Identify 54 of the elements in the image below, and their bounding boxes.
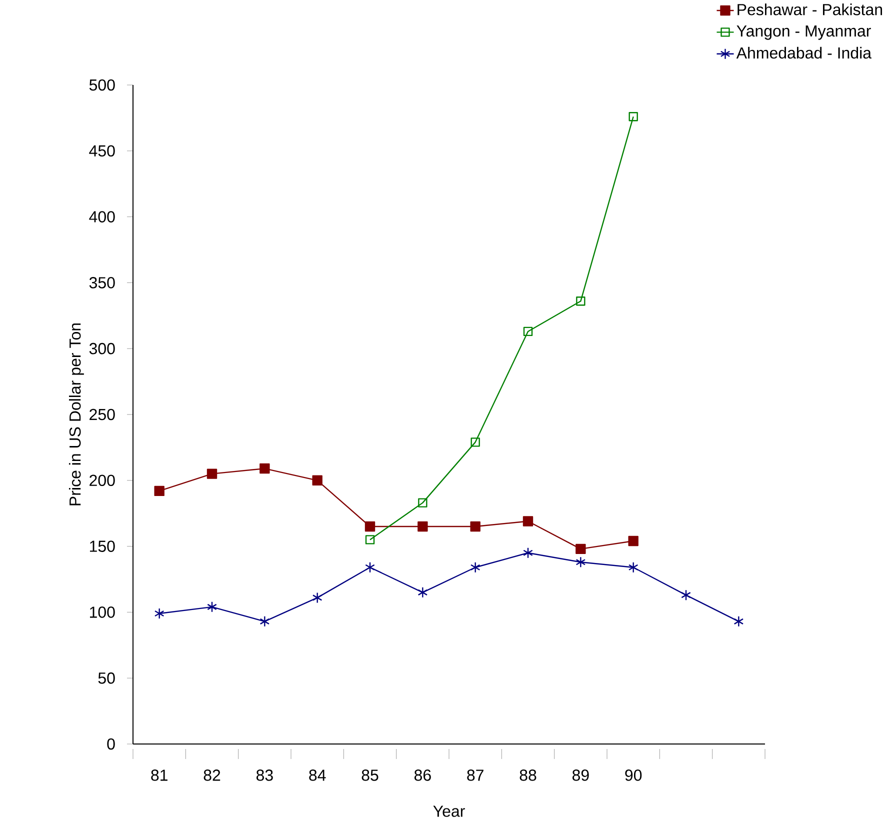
point	[312, 475, 322, 486]
point	[628, 112, 638, 122]
x-tick-label: 89	[572, 770, 589, 781]
legend-label: Ahmedabad - India	[736, 46, 872, 59]
x-tick-label: 90	[625, 770, 642, 781]
point	[576, 296, 586, 306]
y-tick-label: 100	[90, 606, 115, 618]
point	[365, 562, 375, 573]
point	[470, 562, 480, 573]
point	[260, 463, 270, 474]
point	[470, 521, 480, 532]
y-tick-label: 450	[89, 145, 115, 157]
x-axis-title: Year	[433, 806, 465, 817]
point	[523, 326, 533, 336]
point	[576, 556, 586, 568]
x-tick-label: 83	[256, 770, 273, 781]
y-tick-label: 50	[98, 672, 115, 684]
y-tick-label: 150	[90, 540, 115, 552]
x-tick-label: 88	[520, 770, 536, 781]
point	[206, 468, 218, 479]
point	[470, 438, 480, 447]
y-tick-label: 300	[89, 342, 115, 354]
y-tick-label: 350	[89, 277, 115, 288]
y-tick-label: 500	[89, 79, 115, 91]
legend-label: Yangon - Myanmar	[736, 25, 871, 40]
y-tick-label: 0	[107, 738, 115, 750]
legend-label: Peshawar - Pakistan	[738, 4, 882, 16]
y-tick-label: 400	[89, 211, 115, 222]
y-tick-label: 200	[90, 474, 115, 486]
point	[418, 586, 428, 598]
x-tick-label: 87	[467, 770, 484, 781]
point	[523, 547, 533, 558]
point	[418, 498, 428, 508]
point	[734, 616, 744, 628]
point	[154, 608, 164, 620]
y-tick-label: 250	[90, 408, 115, 420]
x-tick-label: 81	[151, 770, 168, 781]
x-tick-label: 86	[414, 770, 431, 781]
x-tick-label: 85	[362, 770, 378, 781]
point	[681, 589, 691, 601]
point	[628, 536, 638, 546]
point	[312, 592, 322, 604]
point	[364, 521, 376, 532]
point	[365, 535, 375, 544]
x-tick-label: 82	[204, 770, 220, 781]
point	[207, 601, 217, 613]
point	[260, 616, 270, 628]
x-tick-label: 84	[309, 770, 326, 781]
y-axis-title: Price in US Dollar per Ton	[68, 324, 84, 506]
point	[522, 516, 534, 526]
point	[576, 544, 586, 554]
point	[154, 486, 164, 496]
point	[628, 562, 638, 573]
point	[418, 521, 428, 532]
